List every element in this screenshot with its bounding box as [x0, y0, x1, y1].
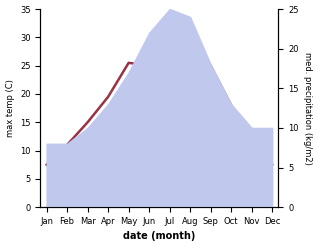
Y-axis label: max temp (C): max temp (C)	[5, 79, 15, 137]
X-axis label: date (month): date (month)	[123, 231, 196, 242]
Y-axis label: med. precipitation (kg/m2): med. precipitation (kg/m2)	[303, 52, 313, 165]
